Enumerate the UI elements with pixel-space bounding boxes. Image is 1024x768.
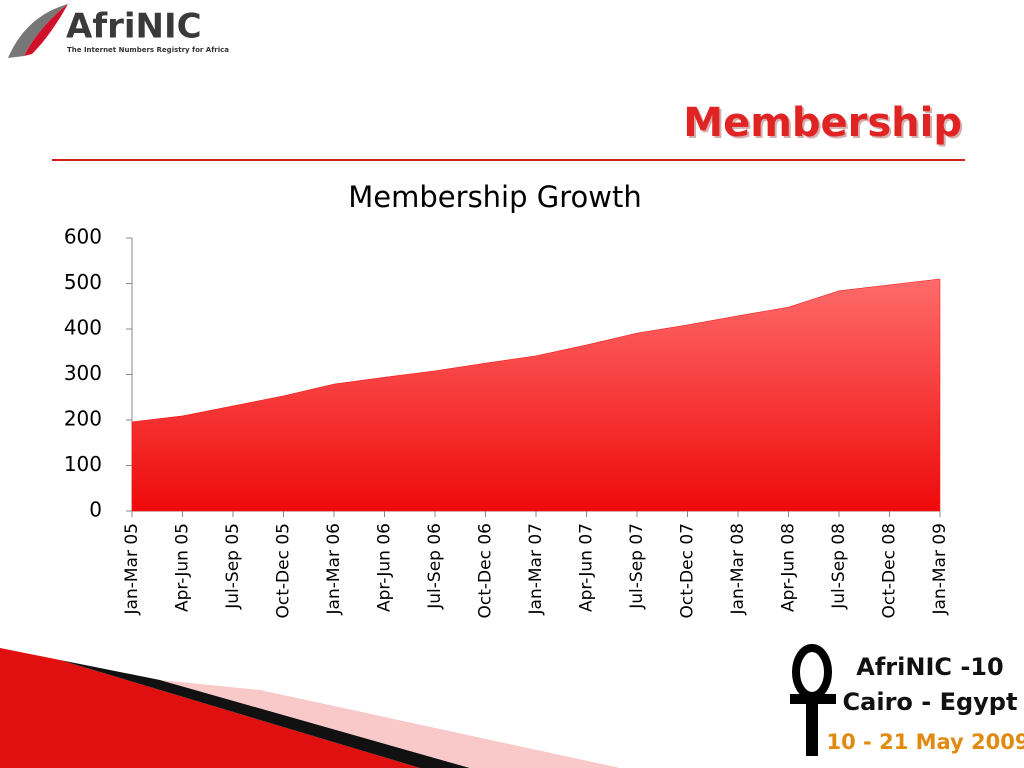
y-tick-label: 200	[64, 407, 102, 431]
y-tick-label: 300	[64, 361, 102, 385]
x-tick-label: Oct-Dec 08	[880, 523, 900, 618]
x-tick-label: Jan-Mar 05	[122, 523, 142, 615]
ankh-loop	[792, 644, 832, 700]
y-tick-label: 600	[64, 225, 102, 249]
x-tick-label: Jul-Sep 07	[627, 523, 647, 610]
logo-feather-red	[24, 4, 68, 56]
slide-title: Membership	[683, 100, 962, 146]
x-tick-label: Jan-Mar 06	[324, 523, 344, 615]
decor-red	[0, 648, 420, 768]
x-tick-label: Jul-Sep 05	[223, 523, 243, 610]
chart-title: Membership Growth	[348, 180, 641, 214]
x-tick-label: Apr-Jun 08	[779, 523, 799, 612]
x-tick-label: Jan-Mar 09	[930, 523, 950, 615]
event-name: AfriNIC -10	[856, 653, 1003, 681]
logo-feather	[8, 4, 68, 58]
x-tick-label: Jul-Sep 08	[829, 523, 849, 610]
x-tick-label: Oct-Dec 05	[274, 523, 294, 618]
x-tick-label: Oct-Dec 07	[678, 523, 698, 618]
ankh-stem	[806, 694, 818, 756]
event-logo: AfriNIC -10 Cairo - Egypt 10 - 21 May 20…	[790, 644, 1024, 756]
logo-tagline: The Internet Numbers Registry for Africa	[67, 46, 229, 54]
x-tick-label: Oct-Dec 06	[476, 523, 496, 618]
decor-pink	[160, 680, 620, 768]
x-tick-label: Jul-Sep 06	[425, 523, 445, 610]
logo-name: AfriNIC	[66, 7, 202, 47]
x-tick-label: Apr-Jun 06	[375, 523, 395, 612]
x-tick-label: Apr-Jun 07	[577, 523, 597, 612]
y-tick-label: 0	[89, 498, 102, 522]
x-tick-label: Jan-Mar 07	[526, 523, 546, 615]
area	[131, 278, 941, 512]
x-tick-label: Apr-Jun 05	[173, 523, 193, 612]
y-tick-label: 400	[64, 316, 102, 340]
chart: 0 100 200 300 400 500 600 Jan-Mar 05 Apr-Jun 05 J…	[64, 225, 950, 619]
event-place: Cairo - Egypt	[843, 688, 1018, 716]
y-tick-label: 100	[64, 452, 102, 476]
title-shadow: Membership	[685, 102, 964, 148]
y-tick-label: 500	[64, 270, 102, 294]
logo: AfriNIC The Internet Numbers Registry fo…	[8, 4, 229, 58]
event-dates: 10 - 21 May 2009	[827, 730, 1024, 754]
decor-black	[60, 660, 470, 768]
x-tick-label: Jan-Mar 08	[728, 523, 748, 615]
